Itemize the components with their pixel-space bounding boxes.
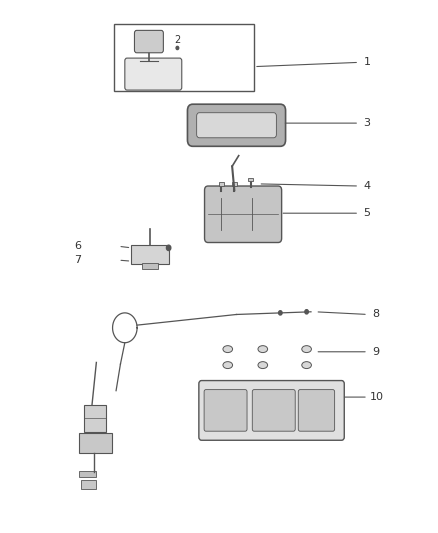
Ellipse shape: [302, 361, 311, 369]
Ellipse shape: [258, 346, 268, 353]
Text: 9: 9: [372, 347, 379, 357]
Ellipse shape: [258, 361, 268, 369]
FancyBboxPatch shape: [197, 112, 276, 138]
Circle shape: [166, 245, 171, 251]
Text: 2: 2: [174, 35, 180, 45]
Bar: [79, 471, 96, 477]
Ellipse shape: [302, 346, 311, 353]
FancyBboxPatch shape: [187, 104, 286, 146]
Bar: [81, 480, 96, 489]
Text: 3: 3: [364, 118, 371, 128]
Circle shape: [176, 46, 179, 50]
FancyBboxPatch shape: [252, 390, 295, 431]
FancyBboxPatch shape: [204, 390, 247, 431]
Text: 7: 7: [74, 255, 81, 265]
Text: 5: 5: [364, 208, 371, 218]
FancyBboxPatch shape: [199, 381, 344, 440]
FancyBboxPatch shape: [298, 390, 335, 431]
FancyBboxPatch shape: [205, 186, 282, 243]
Ellipse shape: [223, 346, 233, 353]
Text: 10: 10: [370, 392, 384, 402]
FancyBboxPatch shape: [125, 58, 182, 90]
FancyBboxPatch shape: [134, 30, 163, 53]
Bar: [84, 405, 106, 432]
Circle shape: [279, 311, 282, 315]
Bar: [114, 24, 254, 91]
Bar: [232, 182, 237, 185]
Text: 8: 8: [372, 310, 379, 319]
Text: 1: 1: [364, 58, 371, 67]
Bar: [248, 177, 253, 181]
Circle shape: [305, 310, 308, 314]
Bar: [142, 263, 158, 269]
Text: 6: 6: [74, 241, 81, 251]
Bar: [79, 433, 112, 453]
Bar: [219, 182, 224, 185]
Ellipse shape: [223, 361, 233, 369]
Text: 4: 4: [364, 181, 371, 191]
Bar: [131, 245, 169, 264]
